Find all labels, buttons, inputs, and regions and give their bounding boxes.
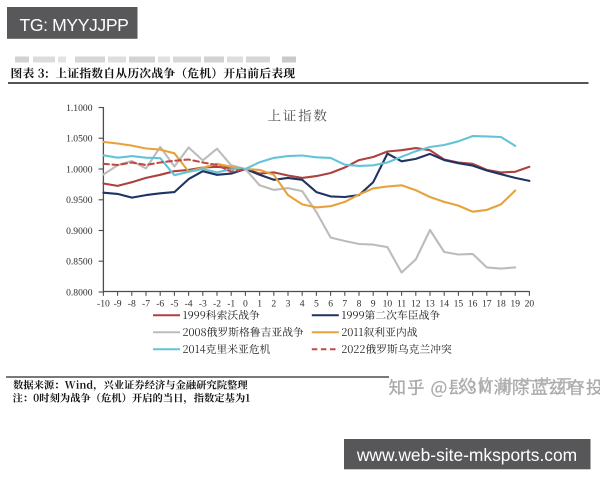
svg-text:1: 1 (257, 299, 262, 310)
svg-text:3: 3 (286, 299, 291, 310)
svg-text:1.1000: 1.1000 (66, 103, 93, 114)
svg-text:-7: -7 (142, 299, 150, 310)
svg-text:-2: -2 (213, 299, 221, 310)
svg-text:16: 16 (468, 299, 478, 310)
svg-text:0.9000: 0.9000 (66, 226, 93, 237)
svg-text:www.web-site-mksports.com: www.web-site-mksports.com (356, 445, 577, 465)
svg-text:5: 5 (314, 299, 319, 310)
svg-text:-10: -10 (97, 299, 110, 310)
svg-text:-3: -3 (199, 299, 207, 310)
svg-text:15: 15 (454, 299, 464, 310)
svg-text:13: 13 (425, 299, 435, 310)
svg-text:18: 18 (496, 299, 506, 310)
svg-text:2: 2 (271, 299, 276, 310)
svg-text:4: 4 (300, 299, 305, 310)
svg-text:10: 10 (383, 299, 393, 310)
svg-text:7: 7 (342, 299, 347, 310)
svg-text:0.9500: 0.9500 (66, 195, 93, 206)
svg-text:TG: MYYJJPP: TG: MYYJJPP (20, 15, 129, 35)
svg-text:14: 14 (439, 299, 449, 310)
svg-text:0: 0 (243, 299, 248, 310)
svg-text:8: 8 (357, 299, 362, 310)
svg-text:6: 6 (328, 299, 333, 310)
svg-text:0.8500: 0.8500 (66, 257, 93, 268)
svg-text:1.0000: 1.0000 (66, 164, 93, 175)
svg-text:1.0500: 1.0500 (66, 134, 93, 145)
svg-text:-8: -8 (128, 299, 136, 310)
svg-text:9: 9 (371, 299, 376, 310)
svg-text:-5: -5 (170, 299, 178, 310)
svg-text:0.8000: 0.8000 (66, 287, 93, 298)
svg-text:-9: -9 (114, 299, 122, 310)
svg-text:-6: -6 (156, 299, 164, 310)
svg-text:17: 17 (482, 299, 492, 310)
svg-text:-1: -1 (227, 299, 235, 310)
svg-text:20: 20 (525, 299, 535, 310)
svg-text:12: 12 (411, 299, 421, 310)
svg-text:19: 19 (510, 299, 520, 310)
svg-text:11: 11 (397, 299, 406, 310)
svg-text:-4: -4 (185, 299, 193, 310)
